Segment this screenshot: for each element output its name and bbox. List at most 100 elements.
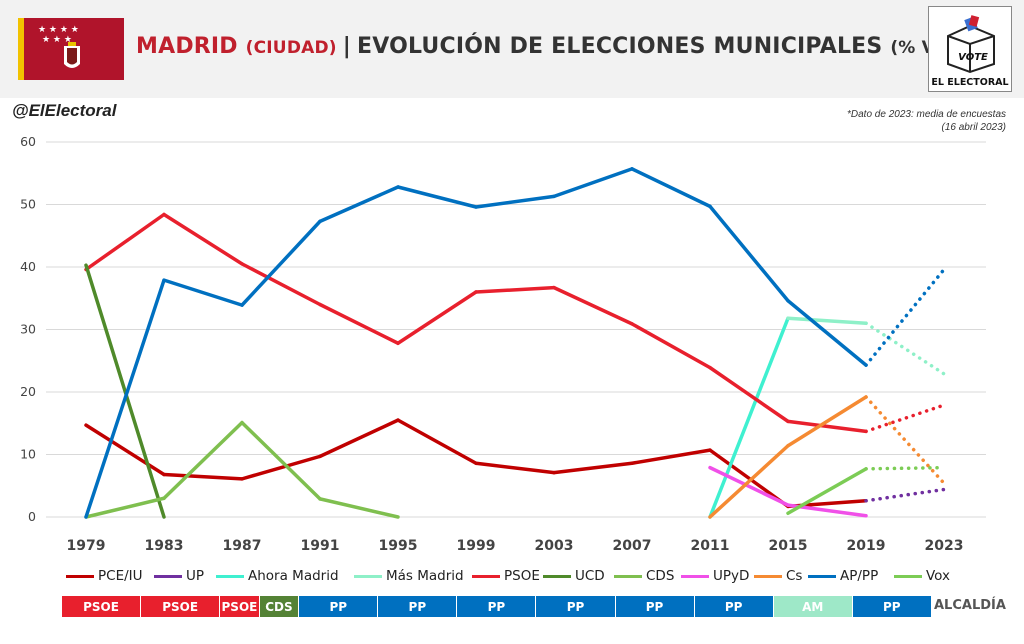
- series-segment: [240, 219, 322, 307]
- data-note-line-2: (16 abril 2023): [941, 122, 1006, 133]
- legend-item: Cs: [754, 566, 802, 586]
- y-tick-label: 10: [20, 447, 36, 462]
- data-note-line-1: *Dato de 2023: media de encuestas: [847, 109, 1006, 120]
- logo-vote-text: VOTE: [958, 52, 988, 63]
- x-tick-label: 1983: [145, 538, 184, 554]
- series-segment: [318, 497, 400, 519]
- series-segment: [786, 299, 868, 367]
- series-m-s-madrid: [786, 316, 946, 376]
- title-separator: |: [342, 34, 352, 59]
- series-segment: [708, 316, 790, 519]
- y-tick-label: 40: [20, 259, 36, 274]
- legend-swatch: [543, 574, 571, 578]
- legend-swatch: [216, 574, 244, 578]
- series-segment: [84, 496, 166, 519]
- y-tick-label: 60: [20, 134, 36, 149]
- series-segment: [864, 487, 946, 503]
- series-cs: [708, 395, 946, 519]
- series-segment: [240, 262, 322, 307]
- title-main: EVOLUCIÓN DE ELECCIONES MUNICIPALES: [357, 34, 883, 59]
- series-segment: [318, 418, 400, 459]
- alcaldia-segment: PP: [694, 596, 774, 617]
- series-ucd: [84, 263, 166, 519]
- legend-item: UPyD: [681, 566, 749, 586]
- series-segment: [786, 467, 868, 515]
- legend-swatch: [894, 574, 922, 578]
- series-segment: [474, 285, 556, 294]
- alcaldia-segment: AM: [773, 596, 853, 617]
- legend-swatch: [472, 574, 500, 578]
- alcaldia-segment: PP: [536, 596, 616, 617]
- series-segment: [474, 461, 556, 475]
- series-segment: [552, 167, 634, 199]
- legend-label: Ahora Madrid: [248, 568, 339, 584]
- series-segment: [786, 395, 868, 448]
- legend-swatch: [154, 574, 182, 578]
- series-segment: [864, 403, 946, 434]
- x-tick-label: 2011: [691, 538, 730, 554]
- alcaldia-segment: PP: [299, 596, 379, 617]
- series-segment: [396, 418, 478, 465]
- series-cds: [84, 420, 400, 519]
- legend-label: UCD: [575, 568, 605, 584]
- legend-item: UCD: [543, 566, 605, 586]
- series-segment: [708, 465, 790, 507]
- y-tick-label: 0: [28, 509, 36, 524]
- svg-text:★ ★ ★: ★ ★ ★: [42, 35, 72, 45]
- series-segment: [864, 395, 946, 485]
- legend-swatch: [614, 574, 642, 578]
- series-segment: [864, 321, 946, 376]
- alcaldia-segment: PP: [852, 596, 932, 617]
- alcaldia-segment: CDS: [259, 596, 300, 617]
- series-segment: [240, 420, 322, 501]
- y-tick-label: 30: [20, 322, 36, 337]
- legend-label: UP: [186, 568, 205, 584]
- legend-item: PSOE: [472, 566, 540, 586]
- legend-label: Cs: [786, 568, 803, 584]
- series-segment: [552, 461, 634, 475]
- series-segment: [708, 204, 790, 303]
- alcaldia-segment: PP: [615, 596, 695, 617]
- twitter-handle: @ElElectoral: [12, 101, 117, 120]
- series-segment: [630, 322, 712, 370]
- alcaldia-bar: PSOE PSOE PSOE CDS PP PP PP PP PP PP AM PP: [62, 596, 932, 617]
- legend-item: UP: [154, 566, 204, 586]
- x-tick-label: 2023: [925, 538, 964, 554]
- alcaldia-label: ALCALDÍA: [934, 598, 1006, 613]
- series-segment: [84, 212, 166, 272]
- x-tick-label: 1995: [379, 538, 418, 554]
- series-segment: [708, 444, 790, 519]
- header-band: [0, 0, 1024, 98]
- x-tick-label: 1987: [223, 538, 262, 554]
- alcaldia-segment: PSOE: [141, 596, 221, 617]
- title-city-sub: (CIUDAD): [245, 38, 337, 58]
- legend-swatch: [754, 574, 782, 578]
- alcaldia-segment: PP: [457, 596, 537, 617]
- series-segment: [396, 290, 478, 345]
- alcaldia-segment: PSOE: [220, 596, 260, 617]
- legend-label: Más Madrid: [386, 568, 464, 584]
- series-upyd: [708, 465, 868, 518]
- data-note: *Dato de 2023: media de encuestas (16 ab…: [847, 108, 1006, 134]
- series-ahora-madrid: [708, 316, 790, 519]
- series-segment: [552, 285, 634, 326]
- x-tick-label: 2015: [769, 538, 808, 554]
- x-tick-label: 1979: [67, 538, 106, 554]
- legend-item: PCE/IU: [66, 566, 143, 586]
- legend-item: Vox: [894, 566, 950, 586]
- series-segment: [84, 423, 166, 477]
- series-segment: [630, 448, 712, 465]
- el-electoral-logo: VOTE EL ELECTORAL: [928, 6, 1012, 92]
- chart-legend: PCE/IU UP Ahora Madrid Más Madrid PSOE UCD CDS…: [66, 566, 966, 586]
- series-segment: [786, 316, 868, 325]
- legend-item: Ahora Madrid: [216, 566, 339, 586]
- series-vox: [786, 465, 946, 515]
- series-segment: [474, 194, 556, 209]
- legend-swatch: [354, 574, 382, 578]
- x-tick-label: 2019: [847, 538, 886, 554]
- madrid-flag-logo: ★ ★ ★ ★ ★ ★ ★: [18, 18, 124, 80]
- series-segment: [318, 302, 400, 345]
- series-segment: [864, 465, 946, 471]
- series-segment: [84, 278, 166, 519]
